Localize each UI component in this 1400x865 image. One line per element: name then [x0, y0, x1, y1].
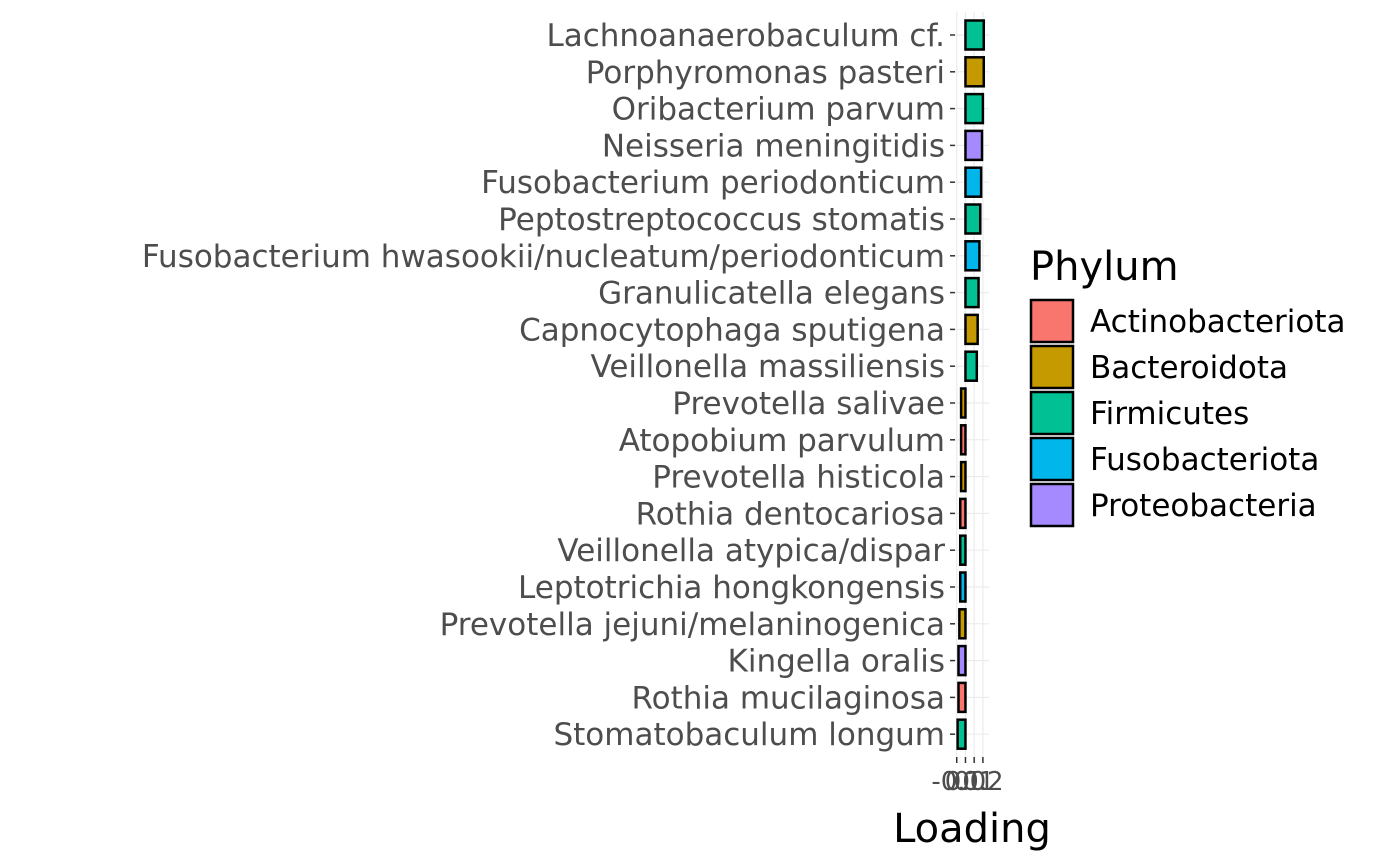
y-axis-ticks: Lachnoanaerobaculum cf.Porphyromonas pas…: [142, 18, 955, 753]
bar: [964, 92, 985, 125]
x-axis-title: Loading: [893, 806, 1051, 852]
y-tick-label: Veillonella atypica/dispar: [557, 533, 945, 569]
y-tick-label: Fusobacterium hwasookii/nucleatum/period…: [142, 239, 945, 275]
legend-swatch: [1029, 436, 1075, 482]
y-tick-label: Fusobacterium periodonticum: [481, 165, 945, 201]
bar: [964, 166, 983, 198]
y-tick-label: Rothia mucilaginosa: [631, 680, 945, 716]
bar: [964, 203, 982, 235]
bar: [964, 276, 980, 309]
legend-title: Phylum: [1030, 244, 1179, 290]
x-axis-ticks: -0.10.00.10.2: [931, 757, 1004, 797]
y-tick-label: Oribacterium parvum: [612, 92, 945, 128]
y-tick-label: Prevotella jejuni/melaninogenica: [440, 607, 945, 643]
bar: [958, 571, 967, 603]
y-tick-label: Granulicatella elegans: [598, 276, 945, 312]
y-tick-label: Neisseria meningitidis: [602, 128, 945, 164]
legend-swatch: [1029, 390, 1075, 436]
y-tick-label: Kingella oralis: [728, 644, 946, 680]
bar: [964, 56, 986, 88]
bar: [964, 313, 979, 346]
legend-swatch: [1029, 298, 1075, 344]
x-tick-label: 0.0: [945, 767, 986, 797]
legend-label: Firmicutes: [1090, 396, 1249, 432]
bar: [959, 424, 967, 456]
bar: [959, 460, 967, 493]
bar: [958, 534, 967, 566]
legend-swatch: [1029, 344, 1075, 390]
bar: [957, 644, 967, 677]
y-tick-label: Prevotella salivae: [672, 386, 945, 422]
y-tick-label: Rothia dentocariosa: [636, 496, 945, 532]
bars: [956, 19, 986, 750]
x-tick-label: 0.2: [962, 767, 1003, 797]
y-tick-label: Atopobium parvulum: [619, 423, 945, 459]
y-tick-label: Leptotrichia hongkongensis: [518, 570, 945, 606]
y-tick-label: Capnocytophaga sputigena: [519, 312, 945, 348]
bar: [964, 129, 984, 162]
x-tick-label: 0.1: [953, 767, 994, 797]
bar: [957, 681, 967, 714]
legend-label: Fusobacteriota: [1090, 442, 1319, 478]
y-tick-label: Lachnoanaerobaculum cf.: [546, 18, 945, 54]
legend-label: Bacteroidota: [1090, 350, 1288, 386]
legend: Phylum Actinobacteriota Bacteroidota Firmi…: [1029, 244, 1346, 528]
legend-label: Actinobacteriota: [1090, 304, 1346, 340]
y-tick-label: Porphyromonas pasteri: [586, 55, 945, 91]
y-tick-label: Peptostreptococcus stomatis: [498, 202, 945, 238]
legend-swatch: [1029, 482, 1075, 528]
bar: [964, 350, 979, 382]
bar: [958, 497, 967, 530]
y-tick-label: Stomatobaculum longum: [553, 717, 945, 753]
legend-label: Proteobacteria: [1090, 488, 1317, 524]
bar: [964, 240, 981, 272]
y-tick-label: Veillonella massiliensis: [591, 349, 945, 385]
bar: [959, 387, 967, 419]
y-tick-label: Prevotella histicola: [652, 460, 945, 496]
bar: [958, 608, 967, 640]
bar: [956, 718, 967, 750]
bar: [964, 19, 986, 51]
x-tick-label: -0.1: [931, 767, 982, 797]
